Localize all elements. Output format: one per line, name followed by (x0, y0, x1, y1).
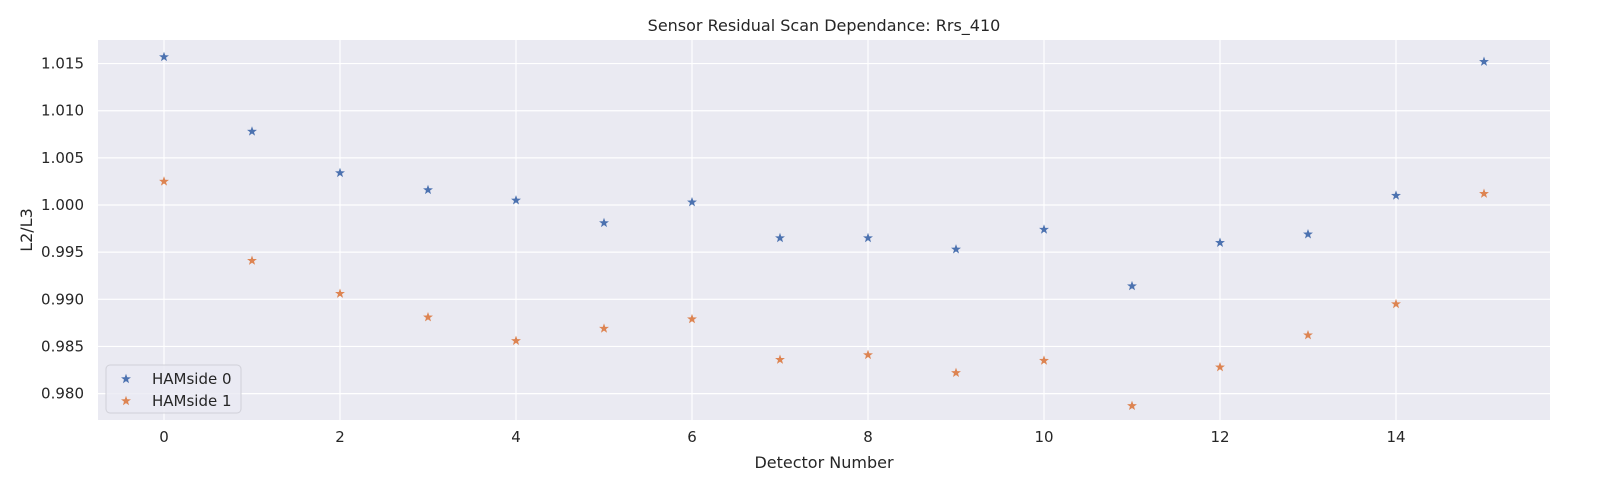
legend-box (105, 364, 242, 414)
x-tick-label: 2 (335, 428, 345, 446)
legend-marker (121, 395, 131, 406)
point-series-1 (423, 312, 433, 322)
point-series-0 (247, 126, 257, 136)
x-tick-label: 10 (1034, 428, 1053, 446)
point-series-1 (159, 176, 169, 186)
point-series-0 (687, 196, 697, 207)
point-series-1 (599, 323, 609, 333)
point-series-1 (687, 313, 697, 324)
point-series-0 (1479, 56, 1489, 66)
y-tick-label: 1.000 (41, 196, 84, 214)
x-axis-label: Detector Number (754, 453, 894, 472)
x-tick-label: 6 (687, 428, 697, 446)
x-tick-label: 0 (159, 428, 169, 446)
tick-labels: 0 2 4 6 8 10 12 14 0.980 0.985 0.990 0.995 1.000 1.00… (41, 55, 1406, 446)
point-series-0 (951, 244, 961, 254)
point-series-0 (1039, 224, 1049, 234)
x-tick-label: 12 (1210, 428, 1229, 446)
x-tick-label: 4 (511, 428, 521, 446)
legend-marker (121, 373, 131, 384)
legend: HAMside 0 HAMside 1 (105, 364, 242, 414)
point-series-0 (511, 195, 521, 205)
legend-label: HAMside 0 (152, 370, 232, 388)
data-points (159, 51, 1489, 411)
y-tick-label: 0.985 (41, 337, 84, 355)
y-axis-label: L2/L3 (17, 208, 36, 252)
legend-label: HAMside 1 (152, 392, 232, 410)
y-tick-label: 1.010 (41, 102, 84, 120)
y-tick-label: 1.015 (41, 55, 84, 73)
point-series-1 (951, 367, 961, 378)
plot-area (98, 40, 1550, 420)
x-tick-label: 8 (863, 428, 873, 446)
grid-lines (98, 40, 1550, 420)
point-series-1 (1479, 188, 1489, 198)
point-series-0 (599, 217, 609, 228)
point-series-1 (511, 335, 521, 345)
point-series-0 (1303, 229, 1313, 239)
point-series-0 (1127, 280, 1137, 291)
point-series-1 (1215, 362, 1225, 372)
point-series-1 (1127, 400, 1137, 411)
point-series-1 (863, 349, 873, 360)
x-tick-label: 14 (1386, 428, 1405, 446)
y-tick-label: 1.005 (41, 149, 84, 167)
y-tick-label: 0.980 (41, 385, 84, 403)
chart-title: Sensor Residual Scan Dependance: Rrs_410 (648, 16, 1001, 36)
point-series-1 (775, 354, 785, 364)
point-series-1 (247, 255, 257, 265)
point-series-1 (1303, 329, 1313, 340)
point-series-0 (1391, 190, 1401, 200)
point-series-0 (1215, 237, 1225, 247)
point-series-0 (423, 184, 433, 195)
point-series-0 (863, 232, 873, 243)
point-series-1 (335, 288, 345, 298)
point-series-0 (775, 232, 785, 243)
point-series-0 (335, 167, 345, 178)
point-series-0 (159, 51, 169, 62)
y-tick-label: 0.990 (41, 290, 84, 308)
y-tick-label: 0.995 (41, 243, 84, 261)
point-series-1 (1391, 298, 1401, 309)
point-series-1 (1039, 355, 1049, 365)
